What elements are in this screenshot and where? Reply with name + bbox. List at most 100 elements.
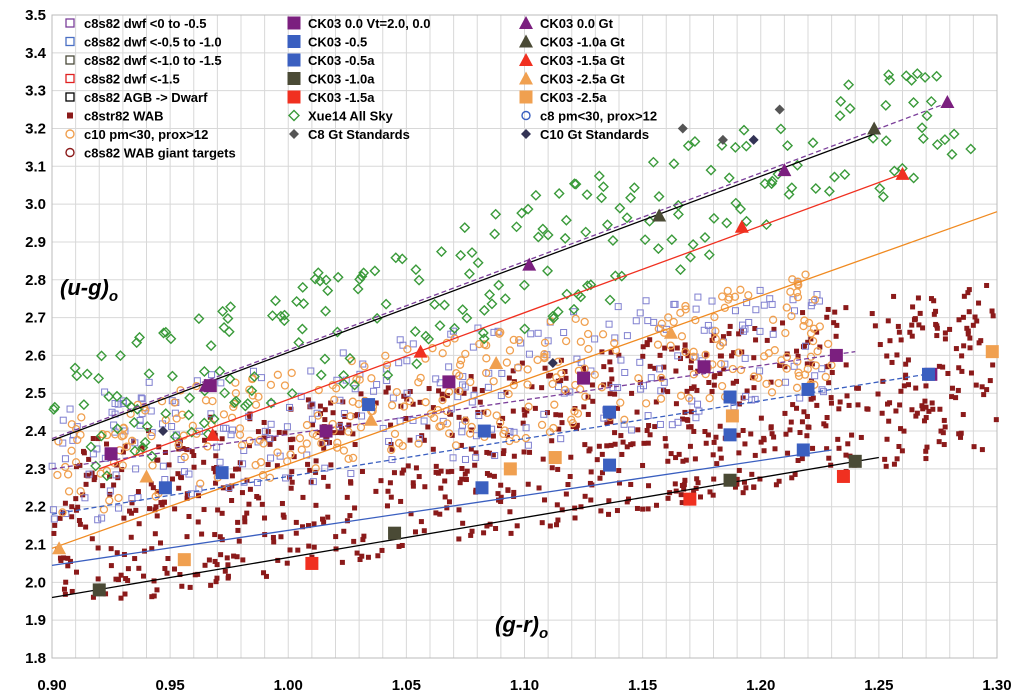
c10-point — [666, 341, 675, 350]
wab-point — [909, 322, 915, 328]
xue14-point — [880, 135, 892, 147]
wab-point — [254, 493, 260, 499]
wab-point — [917, 310, 923, 316]
wab-point — [585, 394, 591, 400]
x-tick-label: 0.90 — [37, 677, 66, 694]
wab-point — [836, 445, 842, 451]
wab-point — [149, 594, 155, 600]
wab-point — [652, 365, 658, 371]
c10-point — [254, 392, 263, 401]
legend-swatch — [287, 16, 301, 30]
c10-point — [597, 383, 607, 392]
wab-point — [388, 422, 394, 428]
xue14-point — [246, 385, 258, 397]
wab-point — [225, 575, 231, 581]
c8s82-point — [647, 374, 655, 382]
c10-point — [754, 373, 763, 383]
y-axis-label: (u-g)o — [60, 275, 118, 305]
c10-point — [356, 423, 366, 432]
c10-point — [811, 361, 820, 370]
c8s82-point — [591, 335, 599, 343]
wab-point — [129, 500, 135, 506]
legend-label: CK03 -1.5a Gt — [540, 53, 625, 68]
wab-point — [940, 430, 946, 436]
xue14-point — [493, 279, 505, 291]
c10-point — [813, 347, 822, 356]
wab-point — [118, 595, 124, 601]
wab-point — [539, 385, 545, 391]
xue14-point — [639, 234, 651, 246]
wab-point — [692, 456, 698, 462]
wab-point — [175, 443, 181, 449]
series-point — [522, 257, 537, 271]
wab-point — [972, 314, 978, 320]
xue14-point — [766, 175, 778, 187]
wab-point — [772, 446, 778, 452]
c8s82-point — [389, 394, 397, 402]
wab-point — [663, 443, 669, 449]
wab-point — [69, 514, 75, 520]
wab-point — [615, 405, 621, 411]
xue14-point — [807, 137, 819, 149]
wab-point — [152, 531, 158, 537]
xue14-point — [270, 295, 281, 307]
c8s82-point — [253, 479, 261, 487]
wab-point — [905, 382, 911, 388]
c10-point — [429, 413, 439, 423]
xue14-point — [101, 470, 113, 482]
wab-point — [891, 293, 897, 299]
xue14-point — [835, 95, 847, 107]
c8s82-point — [472, 453, 480, 461]
xue14-point — [568, 303, 580, 315]
c8s82-point — [445, 363, 453, 371]
wab-point — [706, 379, 712, 385]
xue14-point — [278, 315, 290, 327]
c8s82-point — [818, 365, 826, 373]
c8s82-point — [148, 428, 156, 436]
xue14-point — [139, 436, 151, 448]
c8s82-point — [491, 452, 499, 460]
c8s82-point — [566, 388, 574, 396]
c10-point — [734, 348, 743, 357]
c10-point — [770, 346, 779, 355]
wab-point — [166, 462, 172, 468]
c8s82-point — [171, 409, 179, 417]
c8s82-point — [692, 414, 700, 422]
xue14-point — [570, 178, 582, 190]
wab-point — [717, 423, 723, 429]
wab-point — [449, 468, 455, 474]
wab-point — [553, 412, 559, 418]
xue14-point — [730, 197, 742, 209]
c10-point — [533, 355, 542, 365]
series-point — [177, 553, 191, 567]
wab-point — [436, 388, 442, 394]
wab-point — [454, 388, 460, 394]
c10-point — [523, 380, 532, 389]
wab-point — [540, 456, 546, 462]
series-point — [652, 208, 667, 222]
xue14-point — [198, 417, 210, 429]
wab-point — [743, 485, 749, 491]
wab-point — [624, 499, 630, 505]
wab-point — [267, 441, 273, 447]
wab-point — [154, 489, 160, 495]
wab-point — [350, 431, 356, 437]
wab-point — [180, 446, 186, 452]
c10-point — [511, 434, 521, 443]
xue14-point — [224, 373, 236, 385]
xue14-point — [948, 128, 960, 140]
c10-point — [669, 317, 678, 327]
wab-point — [442, 494, 448, 500]
wab-point — [940, 364, 946, 370]
legend-swatch — [521, 129, 531, 139]
c8s82-point — [796, 394, 804, 402]
c8s82-point — [257, 374, 265, 382]
series-point — [547, 357, 558, 368]
wab-point — [804, 413, 810, 419]
xue14-point — [160, 326, 172, 338]
y-tick-label: 2.6 — [25, 347, 46, 364]
y-tick-label: 2.9 — [25, 234, 46, 251]
legend-label: C10 Gt Standards — [540, 127, 649, 142]
wab-point — [734, 378, 740, 384]
xue14-point — [314, 275, 326, 287]
